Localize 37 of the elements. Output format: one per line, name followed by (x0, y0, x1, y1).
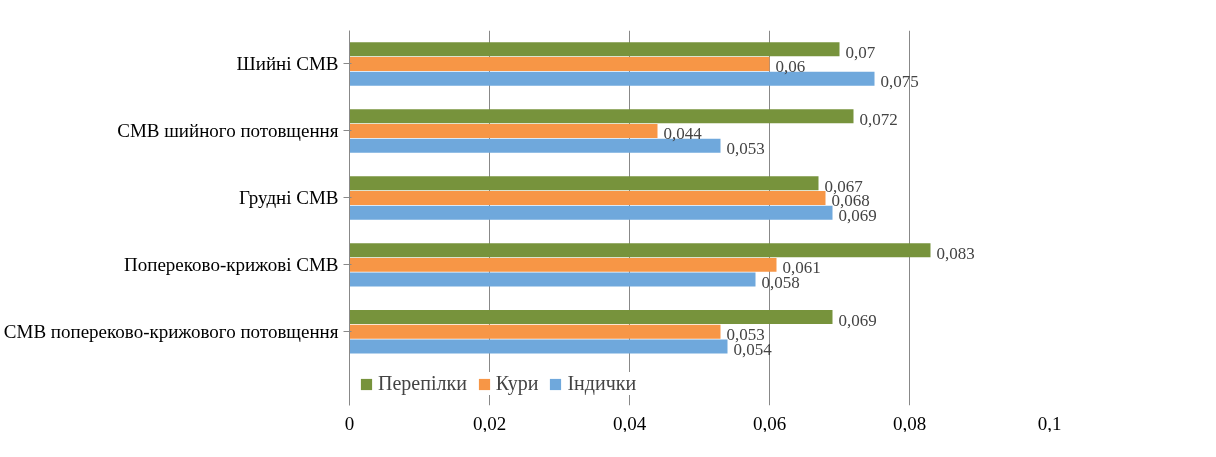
bar (349, 257, 777, 272)
data-label: 0,053 (726, 139, 765, 159)
data-label: 0,053 (726, 325, 765, 345)
bar (349, 243, 931, 258)
bar (349, 205, 833, 220)
x-tick-label: 0,02 (472, 412, 507, 434)
data-label: 0,072 (859, 109, 898, 129)
bar (349, 56, 770, 71)
y-tick-label: СМВ шийного потовщення (117, 120, 339, 142)
bar (349, 310, 833, 325)
bar (349, 272, 756, 287)
bar (349, 123, 658, 138)
bar (349, 339, 728, 354)
data-label: 0,061 (782, 258, 821, 278)
bar (349, 42, 840, 57)
bar (349, 324, 721, 339)
legend-label: Кури (495, 372, 539, 395)
x-tick-label: 0,04 (612, 412, 647, 434)
x-tick-label: 0,1 (1037, 412, 1062, 434)
legend-label: Індички (567, 372, 637, 395)
x-tick-label: 0 (344, 412, 355, 434)
y-tick-label: Шийні СМВ (236, 53, 339, 75)
bar (349, 109, 854, 124)
data-label: 0,07 (845, 42, 876, 62)
data-label: 0,044 (663, 124, 703, 144)
data-label: 0,069 (838, 310, 877, 330)
x-tick-label: 0,08 (892, 412, 927, 434)
x-tick-label: 0,06 (752, 412, 787, 434)
legend-label: Перепілки (378, 372, 467, 395)
data-label: 0,06 (775, 57, 806, 77)
data-label: 0,083 (936, 243, 975, 263)
bar (349, 176, 819, 191)
y-tick-label: Попереково-крижові СМВ (124, 254, 339, 276)
y-tick-label: Грудні СМВ (239, 187, 339, 209)
bar (349, 190, 826, 205)
data-label: 0,067 (824, 176, 864, 196)
y-tick-label: СМВ попереково-крижового потовщення (3, 321, 339, 343)
